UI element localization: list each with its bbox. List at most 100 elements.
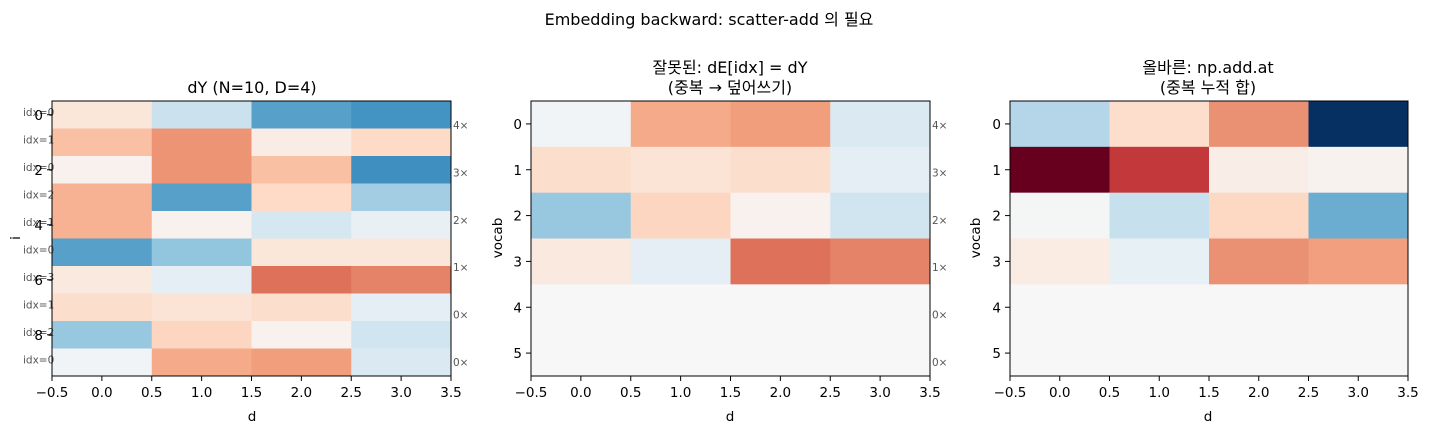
heatmap-cell <box>251 128 352 157</box>
heatmap-cell <box>351 321 452 349</box>
heatmap-cell <box>1109 330 1210 377</box>
heatmap-cell <box>351 101 452 129</box>
heatmap-cell <box>151 211 252 239</box>
heatmap-cell <box>151 293 252 322</box>
panel-wrong-x-ticks: −0.5 0.0 0.5 1.0 1.5 2.0 2.5 3.0 3.5 <box>515 376 941 401</box>
panel-wrong-title: 잘못된: dE[idx] = dY <box>653 58 808 77</box>
count-label: 0× <box>932 357 947 369</box>
heatmap-cell <box>1209 192 1309 239</box>
y-tick-label: 3 <box>992 254 1001 270</box>
x-tick-label: 3.0 <box>1348 385 1369 401</box>
heatmap-cell <box>351 293 452 322</box>
panel-dy-heatmap <box>52 101 452 377</box>
heatmap-cell <box>730 238 831 285</box>
heatmap-cell <box>52 321 153 349</box>
panel-wrong: 잘못된: dE[idx] = dY (중복 → 덮어쓰기) 4× 3× 2× 1× 0×… <box>490 58 947 425</box>
heatmap-cell <box>531 146 632 194</box>
x-tick-label: 2.0 <box>291 385 312 401</box>
heatmap-cell <box>251 183 352 212</box>
count-label: 1× <box>453 262 468 274</box>
y-tick-label: 3 <box>513 254 522 270</box>
panel-correct-y-ticks: 0 1 2 3 4 5 <box>992 117 1010 362</box>
heatmap-cell <box>630 238 731 285</box>
heatmap-cell <box>730 101 831 148</box>
heatmap-cell <box>730 330 831 377</box>
panel-dy-xlabel: d <box>248 409 257 425</box>
heatmap-cell <box>151 348 252 377</box>
y-tick-label: 4 <box>992 300 1001 316</box>
figure-suptitle: Embedding backward: scatter-add 의 필요 <box>545 10 874 29</box>
row-index-label: idx=2 <box>23 327 54 339</box>
x-tick-label: 0.5 <box>1099 385 1120 401</box>
heatmap-cell <box>830 146 931 194</box>
heatmap-cell <box>251 348 352 377</box>
count-label: 2× <box>453 215 468 227</box>
count-label: 0× <box>453 357 468 369</box>
heatmap-cell <box>1109 101 1210 148</box>
x-tick-label: −0.5 <box>36 385 69 401</box>
x-tick-label: 1.0 <box>191 385 212 401</box>
heatmap-cell <box>52 293 153 322</box>
heatmap-cell <box>1209 330 1309 377</box>
x-tick-label: 0.0 <box>91 385 112 401</box>
heatmap-cell <box>1209 284 1309 331</box>
count-label: 0× <box>932 310 947 322</box>
y-tick-label: 4 <box>513 300 522 316</box>
count-label: 3× <box>932 167 947 179</box>
heatmap-cell <box>151 321 252 349</box>
y-tick-label: 1 <box>513 163 522 179</box>
heatmap-cell <box>1209 101 1309 148</box>
count-label: 1× <box>932 262 947 274</box>
heatmap-cell <box>351 211 452 239</box>
x-tick-label: 3.0 <box>390 385 411 401</box>
heatmap-cell <box>151 128 252 157</box>
y-tick-label: 2 <box>513 209 522 225</box>
x-tick-label: 1.5 <box>720 385 741 401</box>
heatmap-cell <box>630 330 731 377</box>
heatmap-cell <box>251 266 352 294</box>
heatmap-cell <box>52 128 153 157</box>
heatmap-cell <box>1010 330 1110 377</box>
heatmap-cell <box>151 101 252 129</box>
heatmap-cell <box>630 101 731 148</box>
row-index-label: idx=1 <box>23 135 54 147</box>
x-tick-label: 3.5 <box>440 385 461 401</box>
heatmap-cell <box>351 128 452 157</box>
x-tick-label: 3.5 <box>1397 385 1418 401</box>
x-tick-label: −0.5 <box>515 385 548 401</box>
x-tick-label: 0.0 <box>1049 385 1070 401</box>
heatmap-cell <box>1010 284 1110 331</box>
heatmap-cell <box>151 266 252 294</box>
panel-wrong-count-labels: 4× 3× 2× 1× 0× 0× <box>932 120 947 369</box>
count-label: 4× <box>932 120 947 132</box>
panel-dy: dY (N=10, D=4) idx=0 idx=1 idx=0 idx=2 idx=1… <box>8 78 468 425</box>
y-tick-label: 8 <box>34 328 43 344</box>
heatmap-cell <box>1308 284 1409 331</box>
heatmap-cell <box>251 156 352 184</box>
heatmap-cell <box>1308 146 1409 194</box>
panel-dy-count-labels: 4× 3× 2× 1× 0× 0× <box>453 120 468 369</box>
heatmap-cell <box>830 330 931 377</box>
x-tick-label: 1.5 <box>1198 385 1219 401</box>
heatmap-cell <box>351 348 452 377</box>
heatmap-cell <box>151 156 252 184</box>
heatmap-cell <box>151 238 252 267</box>
heatmap-cell <box>351 266 452 294</box>
panel-dy-row-labels: idx=0 idx=1 idx=0 idx=2 idx=1 idx=0 idx=3 idx=1… <box>23 107 54 367</box>
count-label: 2× <box>932 215 947 227</box>
count-label: 0× <box>453 310 468 322</box>
heatmap-cell <box>52 101 153 129</box>
y-tick-label: 1 <box>992 163 1001 179</box>
panel-correct-subtitle: (중복 누적 합) <box>1160 78 1256 97</box>
heatmap-cell <box>1010 192 1110 239</box>
x-tick-label: 1.0 <box>670 385 691 401</box>
panel-wrong-xlabel: d <box>726 409 735 425</box>
heatmap-cell <box>830 192 931 239</box>
panel-correct-title: 올바른: np.add.at <box>1142 58 1273 77</box>
x-tick-label: 2.0 <box>770 385 791 401</box>
panel-wrong-subtitle: (중복 → 덮어쓰기) <box>668 78 792 97</box>
panel-wrong-y-ticks: 0 1 2 3 4 5 <box>513 117 531 362</box>
row-index-label: idx=0 <box>23 245 54 257</box>
heatmap-cell <box>830 101 931 148</box>
panel-dy-y-ticks: 0 2 4 6 8 <box>34 108 52 344</box>
